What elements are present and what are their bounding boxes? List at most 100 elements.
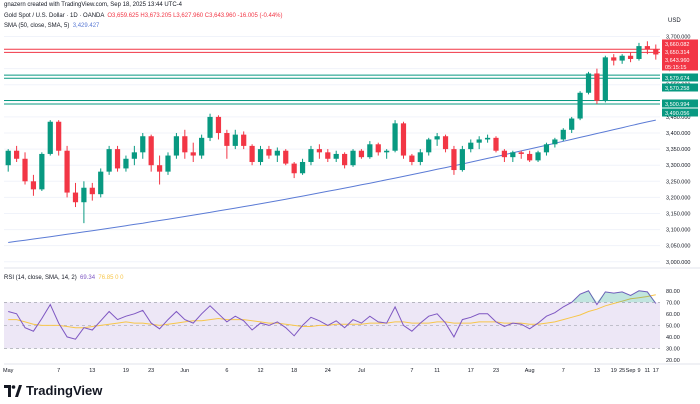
candle [30, 174, 37, 196]
candle-body [434, 136, 440, 140]
candle [644, 41, 650, 55]
tradingview-wordmark: TradingView [26, 383, 103, 398]
price-badge-text: 3,500.994 [665, 102, 689, 108]
candle-body [543, 144, 550, 153]
candle-body [384, 150, 390, 153]
candlestick-series [5, 41, 659, 224]
candle [81, 181, 87, 224]
sma-value: 3,429.427 [72, 23, 100, 29]
candle-body [224, 133, 230, 146]
price-tick-label: 3,700.000 [666, 34, 690, 40]
candle [64, 145, 70, 198]
time-tick-label: 19 [123, 368, 129, 374]
price-badge: 3,500.994 [662, 99, 698, 108]
time-tick-label: 11 [434, 368, 440, 374]
time-tick-label: 23 [493, 368, 499, 374]
candle-body [266, 149, 272, 156]
rsi-axis[interactable]: 80.00 70.00 60.00 50.00 40.00 30.00 20.00 [666, 289, 680, 364]
candle-body [14, 150, 20, 159]
candle-body [527, 153, 533, 161]
candle [98, 168, 104, 198]
candle [106, 145, 112, 175]
candle-body [484, 137, 491, 140]
candle-body [627, 55, 634, 59]
candle-body [442, 136, 449, 150]
candle-body [392, 123, 398, 151]
candle-body [173, 136, 180, 156]
rsi-tick-label: 60.00 [666, 312, 680, 318]
time-tick-label: Aug [525, 368, 535, 374]
price-badge-text: 3,650.314 [665, 50, 689, 56]
candle-body [56, 121, 62, 151]
price-badge: 3,660.082 [662, 39, 698, 48]
rsi-line [8, 290, 657, 340]
candle-body [501, 150, 508, 158]
time-tick-label: 7 [410, 368, 413, 374]
rsi-tick-label: 40.00 [666, 335, 680, 341]
price-tick-label: 3,400.000 [666, 131, 690, 137]
rsi-series [8, 290, 657, 340]
time-tick-label: 23 [148, 368, 154, 374]
candle [207, 113, 213, 142]
candle-body [182, 136, 188, 153]
candle-body [140, 136, 146, 153]
candle [636, 42, 642, 61]
time-tick-label: 25 [619, 368, 625, 374]
time-axis[interactable]: May 7 13 19 23 Jun 6 12 18 24 Jul 7 11 17 23 Aug 7 13 19 25… [3, 368, 659, 374]
price-tick-label: 3,150.000 [666, 211, 690, 217]
price-badge-bg [662, 73, 698, 82]
horizontal-levels[interactable] [4, 48, 660, 105]
candle-body [426, 139, 432, 153]
price-badge: 3,579.674 [662, 73, 698, 82]
candle [89, 182, 95, 201]
candle [232, 129, 238, 150]
candle [182, 129, 188, 159]
candle [148, 134, 154, 172]
candle [56, 120, 62, 156]
time-tick-label: 12 [257, 368, 263, 374]
candle [569, 116, 575, 134]
candle-body [232, 134, 238, 146]
candle [384, 149, 390, 159]
candle [451, 145, 457, 175]
candle [501, 149, 508, 162]
price-badge-text: 05:15:15 [665, 65, 686, 71]
candle [299, 158, 306, 175]
candle-body [518, 152, 524, 154]
candle-body [400, 123, 407, 156]
candle-body [165, 155, 171, 172]
rsi-overbought-fill [571, 290, 656, 303]
price-tick-label: 3,300.000 [666, 163, 690, 169]
time-tick-label: 7 [562, 368, 565, 374]
candle [173, 133, 180, 159]
candle-body [22, 158, 28, 182]
candle [594, 68, 600, 105]
time-tick-label: 9 [637, 368, 640, 374]
symbol-title: Gold Spot / U.S. Dollar · 1D · OANDA [4, 13, 105, 19]
candle [510, 150, 516, 162]
price-badge-text: 3,643.960 [665, 58, 689, 64]
price-tick-label: 3,100.000 [666, 228, 690, 234]
candle-body [131, 152, 137, 159]
time-tick-label: 18 [291, 368, 297, 374]
symbol-ohlc-line: Gold Spot / U.S. Dollar · 1D · OANDA O3,… [4, 13, 283, 19]
candle [249, 144, 255, 166]
candle [190, 142, 196, 162]
candle-body [215, 116, 222, 134]
candle [543, 142, 550, 156]
sma-label: SMA (50, close, SMA, 5) [4, 23, 70, 29]
candle [22, 152, 28, 185]
candle-body [89, 187, 95, 195]
time-tick-label: 13 [594, 368, 600, 374]
time-tick-label: 19 [611, 368, 617, 374]
candle-body [602, 57, 608, 101]
price-badge: 3,490.056 [662, 108, 698, 117]
candle-body [207, 116, 213, 138]
candle-body [190, 152, 196, 156]
candle [627, 52, 634, 63]
candle [392, 120, 398, 153]
tradingview-brand[interactable]: TradingView [4, 383, 102, 398]
ohlc-values: O3,659.625 H3,673.205 L3,627.960 C3,643.… [107, 13, 283, 19]
